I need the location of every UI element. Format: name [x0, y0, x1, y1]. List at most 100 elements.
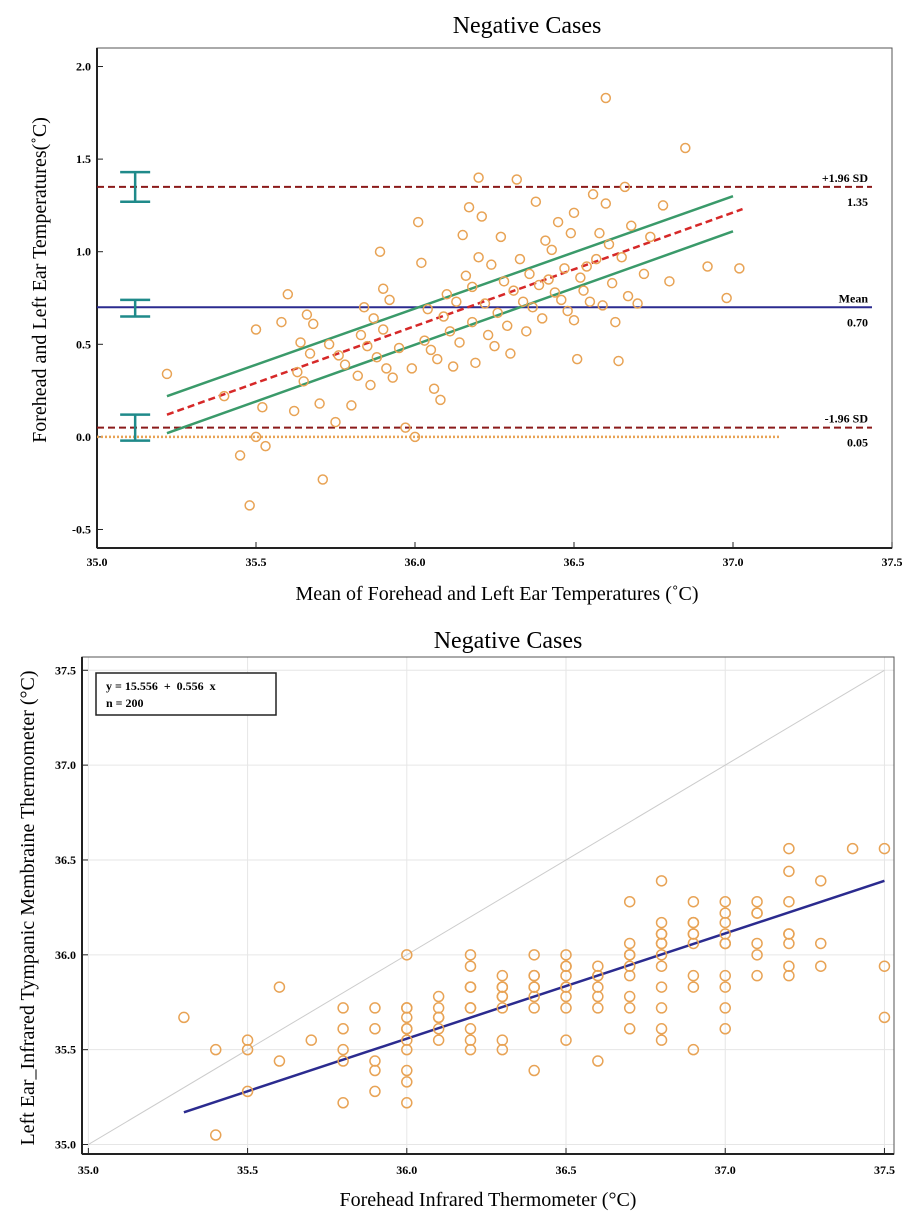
data-point — [428, 383, 440, 394]
chart2-x-axis-label: Forehead Infrared Thermometer (°C) — [340, 1189, 637, 1211]
data-point — [470, 357, 481, 369]
data-point — [317, 474, 329, 485]
data-point — [476, 211, 488, 222]
data-point — [560, 949, 572, 961]
data-point — [369, 1064, 381, 1077]
data-point — [751, 937, 763, 950]
data-point — [632, 298, 643, 309]
y-tick-label: 1.0 — [76, 245, 91, 259]
data-point — [209, 1043, 222, 1056]
x-tick-label: 37.0 — [715, 1163, 736, 1177]
data-point — [282, 289, 294, 300]
data-point — [815, 960, 827, 972]
data-point — [416, 257, 427, 269]
data-point — [501, 320, 513, 332]
data-point — [584, 296, 596, 307]
data-point — [466, 281, 478, 293]
data-point — [623, 895, 636, 908]
data-point — [435, 394, 446, 406]
data-point — [358, 302, 370, 313]
data-point — [571, 353, 583, 365]
data-point — [466, 316, 478, 328]
data-point — [751, 949, 763, 961]
data-point — [161, 368, 173, 380]
data-point — [422, 303, 433, 315]
chart2-y-axis-label: Left Ear_Infrared Tympanic Membraine The… — [17, 670, 39, 1145]
data-point — [454, 337, 465, 348]
data-point — [578, 285, 589, 296]
data-point — [301, 309, 313, 320]
data-point — [664, 276, 675, 287]
data-point — [592, 969, 604, 982]
chart1-error-bars — [120, 170, 151, 442]
data-point — [365, 379, 376, 391]
chart2-points — [178, 842, 891, 1141]
data-point — [337, 1043, 349, 1056]
data-point — [241, 1043, 254, 1056]
data-point — [581, 261, 592, 272]
data-point — [464, 960, 477, 972]
x-tick-label: 35.0 — [78, 1163, 99, 1177]
data-point — [592, 1055, 604, 1067]
data-point — [623, 937, 636, 950]
data-point — [337, 1097, 349, 1109]
data-point — [783, 928, 795, 940]
data-point — [655, 928, 668, 940]
data-point — [460, 270, 472, 282]
data-point — [638, 268, 650, 280]
data-point — [592, 960, 604, 972]
y-tick-label: 36.0 — [55, 948, 76, 962]
data-point — [878, 960, 891, 972]
data-point — [178, 1011, 190, 1024]
chart1-x-ticks: 35.0 35.5 36.0 36.5 37.0 37.5 — [87, 542, 902, 569]
data-point — [783, 865, 795, 878]
data-point — [244, 500, 255, 511]
data-point — [441, 289, 453, 300]
data-point — [560, 981, 572, 993]
x-tick-label: 37.5 — [882, 555, 902, 569]
data-point — [536, 313, 548, 324]
data-point — [549, 287, 561, 298]
data-point — [719, 1023, 731, 1035]
data-point — [409, 431, 421, 443]
data-point — [528, 949, 540, 961]
data-point — [496, 981, 509, 993]
data-point — [346, 400, 357, 411]
chart2-legend: y = 15.556 + 0.556 x n = 200 — [95, 672, 277, 716]
chart2-legend-box — [95, 672, 277, 716]
data-point — [783, 842, 795, 855]
data-point — [687, 916, 700, 929]
reference-line-name: -1.96 SD — [825, 412, 869, 426]
data-point — [556, 294, 567, 306]
data-point — [687, 895, 700, 908]
x-tick-label: 35.5 — [246, 555, 267, 569]
data-point — [600, 198, 612, 209]
data-point — [463, 202, 475, 213]
confidence-band-upper — [166, 194, 734, 398]
data-point — [498, 276, 510, 287]
data-point — [432, 990, 445, 1003]
data-point — [288, 405, 300, 417]
data-point — [209, 1129, 222, 1141]
data-point — [528, 981, 540, 993]
y-tick-label: 36.5 — [55, 853, 76, 867]
data-point — [489, 340, 500, 352]
data-point — [496, 1043, 509, 1056]
x-tick-label: 36.0 — [396, 1163, 417, 1177]
data-point — [533, 279, 545, 291]
chart2-legend-equation: y = 15.556 + 0.556 x — [106, 679, 216, 693]
data-point — [610, 316, 621, 328]
data-point — [362, 340, 373, 352]
data-point — [377, 324, 389, 335]
data-point — [260, 440, 271, 452]
data-point — [606, 277, 618, 289]
data-point — [568, 207, 580, 219]
data-point — [575, 272, 586, 283]
data-point — [412, 216, 424, 228]
data-point — [623, 949, 636, 961]
data-point — [508, 285, 519, 296]
y-tick-label: 37.0 — [55, 758, 76, 772]
y-tick-label: 35.0 — [55, 1138, 76, 1152]
data-point — [655, 875, 668, 887]
data-point — [432, 1034, 445, 1046]
